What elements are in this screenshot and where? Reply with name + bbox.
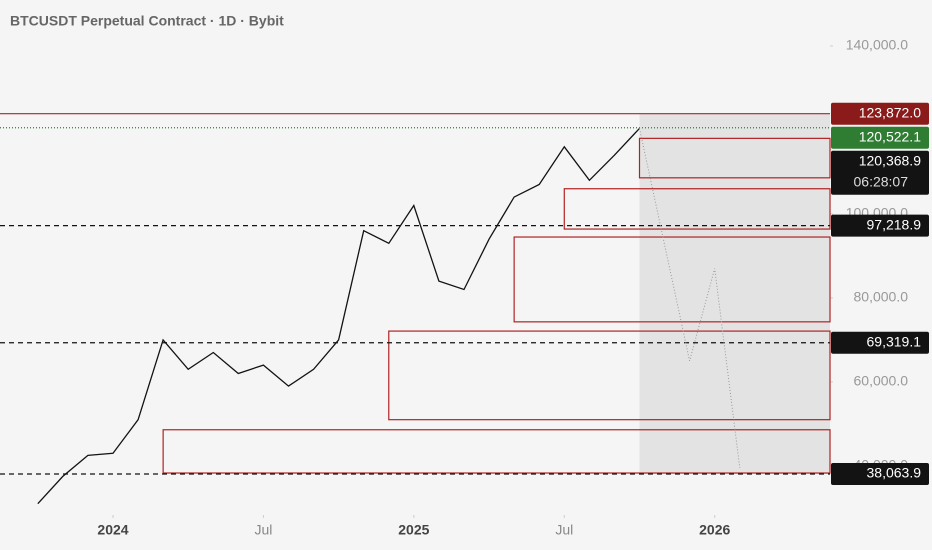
- price-label-bg: [831, 102, 929, 125]
- zone-box: [162, 429, 831, 474]
- price-label-bg: [831, 463, 929, 486]
- y-tick-label: 140,000.0: [846, 37, 908, 53]
- zone-box: [388, 330, 831, 421]
- price-label: 123,872.0: [859, 104, 921, 120]
- x-tick-label: Jul: [254, 522, 272, 538]
- chart-title: BTCUSDT Perpetual Contract · 1D · Bybit: [10, 13, 284, 29]
- zone-box: [513, 236, 831, 323]
- price-label: 97,218.9: [867, 216, 922, 232]
- zone-box: [638, 137, 831, 179]
- price-label-bg: [831, 331, 929, 354]
- price-label-bg: [831, 150, 929, 195]
- zone-box: [563, 188, 831, 230]
- forecast-shade: [639, 113, 830, 475]
- projection-path: [639, 128, 741, 469]
- countdown: 06:28:07: [854, 173, 909, 189]
- x-tick-label: Jul: [555, 522, 573, 538]
- y-tick-label: 60,000.0: [854, 373, 909, 389]
- price-line: [37, 127, 640, 505]
- price-label: 38,063.9: [867, 465, 922, 481]
- x-tick-label: 2026: [699, 522, 730, 538]
- price-label-bg: [831, 126, 929, 149]
- price-label: 69,319.1: [867, 333, 922, 349]
- x-tick-label: 2024: [97, 522, 128, 538]
- x-tick-label: 2025: [398, 522, 429, 538]
- price-label-bg: [831, 214, 929, 237]
- price-label: 120,368.9: [859, 152, 921, 168]
- y-tick-label: 80,000.0: [854, 289, 909, 305]
- price-label: 120,522.1: [859, 128, 921, 144]
